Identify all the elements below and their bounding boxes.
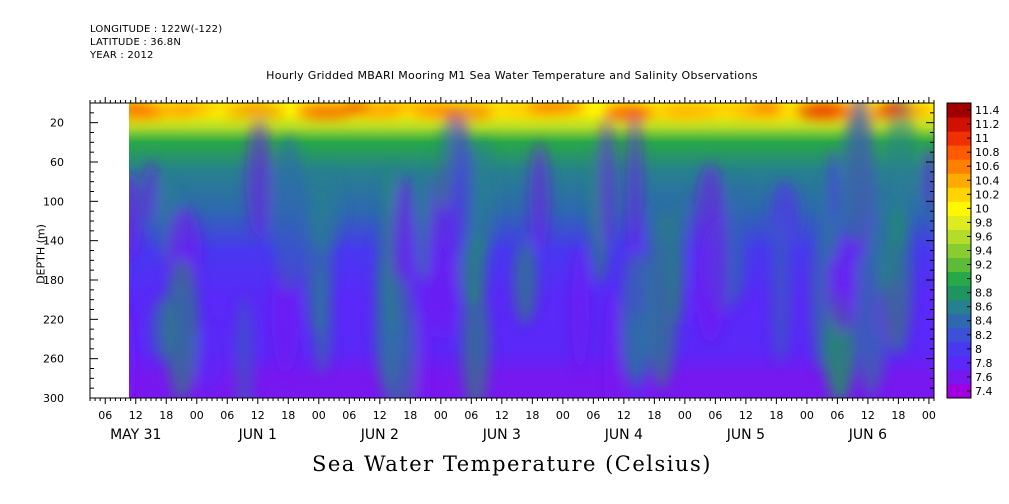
- x-tick-label: 18: [403, 409, 417, 422]
- colorbar-swatch: [947, 145, 971, 160]
- colorbar-swatch: [947, 201, 971, 216]
- x-tick-label: 06: [830, 409, 844, 422]
- x-tick-label: 06: [464, 409, 478, 422]
- x-tick-label: 18: [281, 409, 295, 422]
- x-tick-label: 00: [434, 409, 448, 422]
- x-day-label: JUN 1: [238, 427, 277, 443]
- y-tick-label: 100: [43, 195, 64, 208]
- y-axis: 20 60 100 140 180 220 260 300: [43, 112, 934, 405]
- latitude-label: LATITUDE : 36.8N: [90, 37, 182, 48]
- y-tick-label: 60: [50, 156, 64, 169]
- colorbar-label: 8.6: [975, 301, 993, 314]
- y-tick-label: 260: [43, 353, 64, 366]
- x-tick-label: 12: [251, 409, 265, 422]
- x-tick-label: 06: [586, 409, 600, 422]
- x-day-label: JUN 3: [482, 427, 521, 443]
- x-tick-label: 12: [739, 409, 753, 422]
- colorbar-swatch: [947, 327, 971, 343]
- colorbar-swatch: [947, 173, 971, 188]
- colorbar-swatch: [947, 131, 971, 146]
- colorbar-swatch: [947, 341, 971, 357]
- x-tick-label: 00: [922, 409, 936, 422]
- y-tick-label: 140: [43, 235, 64, 248]
- x-axis: 06 12 18 00 06 12 18 00 06 12 18 00 06 12 18 00 06 12 18 00…: [89, 97, 936, 443]
- colorbar-swatch: [947, 215, 971, 230]
- y-tick-label: 300: [43, 392, 64, 405]
- y-tick-label: 20: [50, 117, 64, 130]
- x-tick-label: 18: [159, 409, 173, 422]
- colorbar-label: 10.6: [975, 160, 1000, 173]
- longitude-label: LONGITUDE : 122W(-122): [90, 24, 223, 35]
- colorbar-label: 11.2: [975, 118, 1000, 131]
- x-day-label: MAY 31: [110, 427, 161, 443]
- x-day-label: JUN 2: [360, 427, 399, 443]
- chart-title: Hourly Gridded MBARI Mooring M1 Sea Wate…: [266, 69, 758, 82]
- colorbar-label: 9.6: [975, 230, 993, 243]
- colorbar-label: 7.4: [975, 385, 993, 398]
- colorbar-label: 8.4: [975, 315, 993, 328]
- colorbar-label: 9.2: [975, 259, 993, 272]
- colorbar-swatch: [947, 285, 971, 301]
- x-tick-label: 18: [891, 409, 905, 422]
- x-tick-label: 06: [220, 409, 234, 422]
- colorbar-label: 8.2: [975, 329, 993, 342]
- x-tick-label: 06: [98, 409, 112, 422]
- y-tick-label: 220: [43, 313, 64, 326]
- x-tick-label: 00: [800, 409, 814, 422]
- x-tick-label: 18: [769, 409, 783, 422]
- colorbar-label: 10: [975, 202, 989, 215]
- field-texture: [129, 103, 934, 398]
- colorbar-swatch: [947, 103, 971, 118]
- x-tick-label: 12: [373, 409, 387, 422]
- x-tick-label: 12: [129, 409, 143, 422]
- y-tick-label: 180: [43, 274, 64, 287]
- x-day-label: JUN 4: [604, 427, 643, 443]
- x-tick-label: 00: [556, 409, 570, 422]
- colorbar-swatch: [947, 313, 971, 329]
- x-tick-label: 12: [617, 409, 631, 422]
- colorbar-label: 9.8: [975, 216, 993, 229]
- colorbar-label: 9.4: [975, 245, 993, 258]
- colorbar: 7.47.67.888.28.48.68.899.29.49.69.81010.…: [946, 102, 1000, 399]
- colorbar-swatch: [947, 299, 971, 315]
- x-tick-label: 12: [861, 409, 875, 422]
- colorbar-swatch: [947, 159, 971, 174]
- x-day-label: JUN 6: [848, 427, 887, 443]
- colorbar-swatch: [947, 229, 971, 244]
- x-tick-label: 00: [678, 409, 692, 422]
- x-tick-label: 12: [495, 409, 509, 422]
- colorbar-label: 7.6: [975, 371, 993, 384]
- x-tick-label: 00: [190, 409, 204, 422]
- colorbar-label: 10.4: [975, 174, 1000, 187]
- colorbar-swatch: [947, 383, 971, 399]
- x-tick-label: 18: [525, 409, 539, 422]
- colorbar-label: 7.8: [975, 357, 993, 370]
- colorbar-swatch: [947, 187, 971, 202]
- colorbar-swatch: [947, 271, 971, 287]
- heatmap-field: [129, 103, 934, 398]
- x-tick-label: 00: [312, 409, 326, 422]
- x-day-label: JUN 5: [726, 427, 765, 443]
- x-tick-label: 18: [647, 409, 661, 422]
- x-axis-label: Sea Water Temperature (Celsius): [311, 452, 712, 476]
- colorbar-label: 10.2: [975, 188, 1000, 201]
- colorbar-label: 11.4: [975, 104, 1000, 117]
- x-tick-label: 06: [708, 409, 722, 422]
- colorbar-label: 8.8: [975, 287, 993, 300]
- colorbar-swatch: [947, 369, 971, 385]
- colorbar-label: 10.8: [975, 146, 1000, 159]
- colorbar-swatch: [947, 243, 971, 259]
- year-label: YEAR : 2012: [90, 50, 154, 61]
- colorbar-swatch: [947, 257, 971, 273]
- colorbar-label: 8: [975, 343, 982, 356]
- colorbar-swatch: [947, 355, 971, 371]
- x-tick-label: 06: [342, 409, 356, 422]
- colorbar-swatch: [947, 117, 971, 132]
- colorbar-label: 9: [975, 273, 982, 286]
- colorbar-label: 11: [975, 132, 989, 145]
